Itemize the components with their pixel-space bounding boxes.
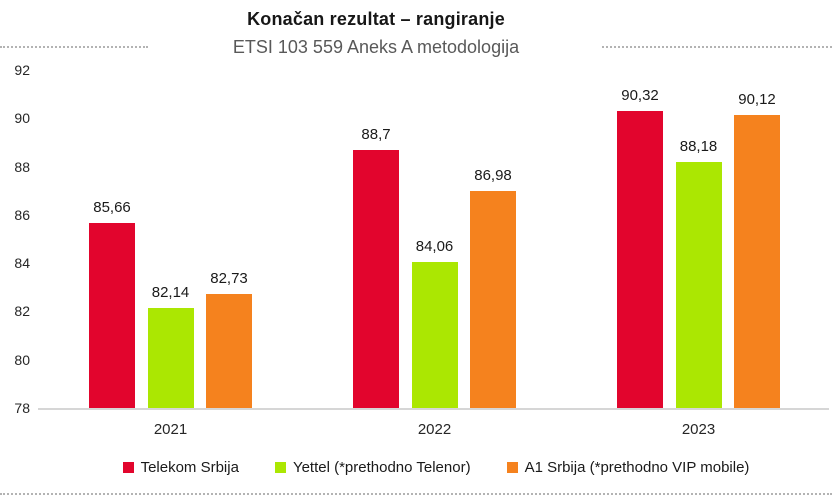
legend-label: Yettel (*prethodno Telenor) bbox=[292, 459, 471, 476]
chart-legend: Telekom Srbija Yettel (*prethodno Telenor… bbox=[40, 459, 832, 476]
y-axis-tick-label: 86 bbox=[14, 206, 30, 223]
bar-2021-series-2 bbox=[206, 293, 252, 408]
bar-2022-series-2 bbox=[470, 191, 516, 408]
bar-value-label: 88,7 bbox=[361, 125, 391, 143]
y-axis-tick-label: 92 bbox=[14, 62, 30, 78]
bar-value-label: 90,32 bbox=[621, 86, 659, 104]
y-axis-tick-label: 88 bbox=[14, 158, 30, 175]
bar-2023-series-0 bbox=[617, 110, 663, 408]
bar-value-label: 84,06 bbox=[415, 237, 454, 255]
y-axis-tick-label: 82 bbox=[14, 303, 30, 320]
bar-value-label: 86,98 bbox=[474, 167, 512, 185]
dotted-divider-bottom bbox=[0, 493, 832, 495]
bar-2022-series-0 bbox=[353, 149, 399, 408]
bar-2023-series-2 bbox=[734, 115, 780, 408]
x-axis-category-label: 2021 bbox=[153, 421, 188, 438]
legend-swatch-icon bbox=[122, 462, 134, 473]
y-axis-tick-label: 84 bbox=[14, 255, 30, 272]
bar-value-label: 90,12 bbox=[738, 91, 776, 109]
legend-label: A1 Srbija (*prethodno VIP mobile) bbox=[524, 459, 750, 476]
legend-item: Yettel (*prethodno Telenor) bbox=[274, 459, 471, 476]
bar-2021-series-1 bbox=[147, 308, 194, 408]
bar-value-label: 82,14 bbox=[151, 284, 190, 302]
bar-2023-series-1 bbox=[675, 162, 722, 408]
bar-value-label: 85,66 bbox=[93, 199, 131, 217]
y-axis-tick-label: 90 bbox=[14, 110, 30, 127]
x-axis-line bbox=[38, 408, 829, 410]
bar-value-label: 82,73 bbox=[210, 269, 248, 287]
bar-2021-series-0 bbox=[89, 223, 135, 408]
legend-item: A1 Srbija (*prethodno VIP mobile) bbox=[506, 459, 750, 476]
chart-subtitle: ETSI 103 559 Aneks A metodologija bbox=[232, 37, 520, 57]
x-axis-category-label: 2023 bbox=[681, 421, 716, 438]
legend-label: Telekom Srbija bbox=[140, 459, 239, 476]
legend-item: Telekom Srbija bbox=[122, 459, 239, 476]
bar-2022-series-1 bbox=[411, 261, 458, 408]
bar-value-label: 88,18 bbox=[679, 138, 718, 156]
y-axis-tick-label: 78 bbox=[14, 400, 30, 416]
chart-title: Konačan rezultat – rangiranje bbox=[247, 9, 505, 29]
y-axis-tick-label: 80 bbox=[14, 351, 30, 368]
legend-swatch-icon bbox=[274, 462, 286, 473]
x-axis-category-label: 2022 bbox=[417, 421, 452, 438]
dotted-divider-top-left bbox=[0, 46, 148, 48]
dotted-divider-top-right bbox=[602, 46, 832, 48]
legend-swatch-icon bbox=[506, 462, 518, 473]
